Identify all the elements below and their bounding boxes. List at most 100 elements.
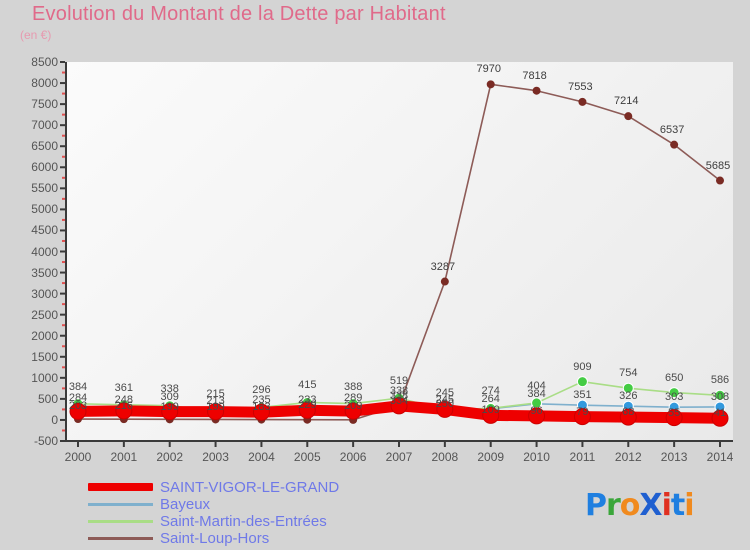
point-value-label: 296: [252, 384, 271, 397]
point-value-label: 334: [389, 394, 409, 407]
y-axis-tick-label: 1000: [31, 370, 58, 385]
point-value-label: 274: [481, 385, 500, 398]
data-point[interactable]: [532, 86, 541, 95]
data-point[interactable]: [714, 389, 726, 401]
logo-letter: X: [639, 488, 662, 523]
y-axis-tick-label: 8000: [31, 76, 58, 91]
data-point[interactable]: [670, 140, 679, 149]
data-point[interactable]: [390, 397, 408, 415]
proxiti-logo: ProXiti: [585, 488, 695, 523]
y-axis-tick-label: 0: [51, 412, 58, 427]
point-value-label: 351: [573, 389, 592, 402]
point-value-label: 229: [298, 399, 317, 412]
data-point[interactable]: [528, 407, 546, 425]
point-value-label: 384: [68, 380, 88, 393]
point-value-label: 650: [664, 371, 684, 384]
x-axis-tick-label: 2013: [660, 450, 688, 464]
point-value-label: 404: [527, 379, 546, 392]
point-value-label: 284: [68, 391, 88, 404]
page-subtitle: (en €): [20, 28, 52, 42]
data-point[interactable]: [298, 401, 316, 419]
data-point[interactable]: [576, 376, 588, 388]
point-value-label: 245: [435, 393, 455, 406]
point-value-label: 264: [481, 392, 500, 405]
plot-area: [65, 62, 733, 440]
point-value-label: 754: [619, 367, 638, 380]
y-axis-tick-label: 7000: [31, 118, 58, 133]
y-axis-tick-label: 7500: [31, 97, 58, 112]
point-value-label: 308: [710, 390, 730, 403]
x-axis-tick-label: 2010: [523, 450, 550, 464]
data-point[interactable]: [578, 97, 587, 106]
point-value-label: 384: [527, 387, 546, 400]
data-point[interactable]: [115, 402, 133, 420]
point-value-label: 519: [389, 375, 409, 388]
logo-letter: i: [661, 488, 672, 523]
point-value-label: 233: [298, 394, 317, 407]
point-value-label: 109: [481, 404, 500, 417]
y-axis-tick-label: 4000: [31, 244, 58, 259]
data-point[interactable]: [711, 409, 729, 427]
y-axis-tick-label: 5500: [31, 181, 58, 196]
point-value-label: 7970: [476, 63, 501, 76]
data-point[interactable]: [252, 403, 270, 421]
y-axis-tick-label: 2500: [31, 307, 58, 322]
point-value-label: 415: [298, 379, 317, 392]
y-axis-tick-label: 3000: [31, 286, 58, 301]
x-axis-tick-label: 2008: [431, 450, 459, 464]
data-point[interactable]: [624, 112, 633, 121]
data-point[interactable]: [344, 402, 362, 420]
data-point[interactable]: [665, 409, 683, 427]
point-value-label: 7553: [568, 80, 593, 93]
logo-letter: r: [606, 488, 621, 523]
point-value-label: 96: [530, 404, 543, 417]
point-value-label: 213: [206, 394, 225, 407]
data-point[interactable]: [440, 277, 449, 286]
data-point[interactable]: [619, 408, 637, 426]
data-point[interactable]: [161, 403, 179, 421]
y-axis-tick-label: 4500: [31, 223, 58, 238]
point-value-label: 3287: [430, 260, 456, 273]
legend-color-swatch: [88, 503, 153, 506]
point-value-label: 909: [573, 360, 592, 373]
point-value-label: 289: [343, 391, 363, 404]
point-value-label: 361: [114, 381, 134, 394]
data-point[interactable]: [716, 176, 724, 185]
point-value-label: 303: [664, 391, 684, 404]
y-axis-tick-label: 500: [37, 391, 58, 406]
data-point[interactable]: [573, 408, 591, 426]
point-value-label: 68: [622, 406, 635, 419]
point-value-label: 215: [206, 387, 225, 400]
point-value-label: 79: [576, 405, 589, 418]
x-axis-tick-label: 2006: [339, 450, 367, 464]
data-point[interactable]: [668, 387, 680, 399]
point-value-label: 309: [160, 390, 179, 403]
y-axis-tick-label: 8500: [31, 55, 58, 69]
point-value-label: 5685: [705, 159, 731, 172]
x-axis-tick-label: 2001: [110, 450, 138, 464]
legend-color-swatch: [88, 537, 153, 540]
x-axis-tick-label: 2004: [248, 450, 275, 464]
point-value-label: 203: [68, 400, 88, 413]
point-value-label: 7818: [522, 69, 547, 82]
data-point[interactable]: [69, 402, 87, 420]
point-value-label: 183: [252, 401, 271, 414]
data-point[interactable]: [436, 400, 454, 418]
x-axis-tick-label: 2003: [202, 450, 229, 464]
point-value-label: 326: [619, 390, 638, 403]
legend-color-swatch: [88, 483, 153, 491]
y-axis-tick-label: 6500: [31, 139, 58, 154]
point-value-label: 209: [343, 400, 363, 413]
data-point[interactable]: [482, 406, 500, 424]
point-value-label: 245: [435, 386, 455, 399]
legend-color-swatch: [88, 520, 153, 523]
point-value-label: 586: [710, 374, 730, 387]
point-value-label: 338: [160, 382, 179, 395]
data-point[interactable]: [622, 382, 634, 394]
point-value-label: 199: [206, 400, 225, 413]
data-point[interactable]: [486, 80, 495, 89]
data-point[interactable]: [207, 403, 225, 421]
point-value-label: 216: [114, 399, 134, 412]
legend-label: SAINT-VIGOR-LE-GRAND: [160, 479, 340, 496]
